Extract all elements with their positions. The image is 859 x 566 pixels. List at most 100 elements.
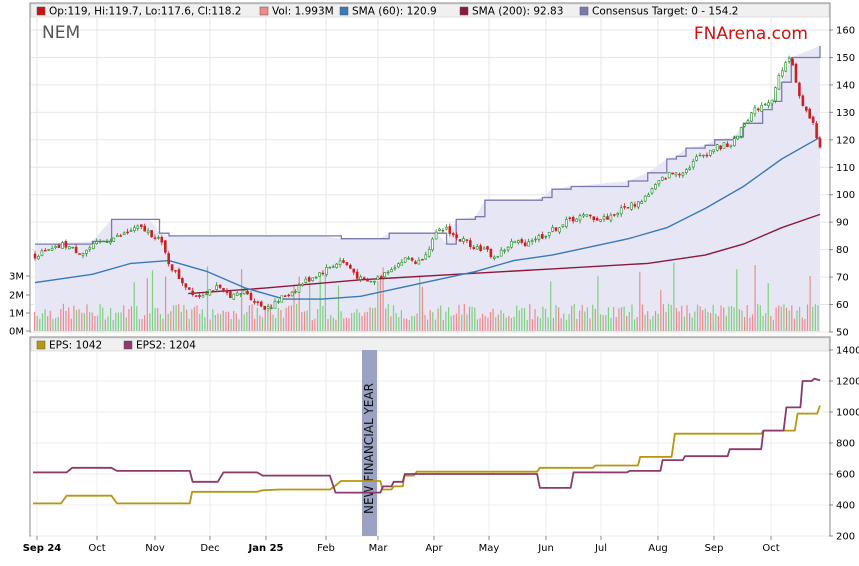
candle-body <box>599 219 602 222</box>
candle-body <box>68 246 71 250</box>
volume-bar <box>584 311 586 331</box>
volume-bar <box>183 305 185 331</box>
candle-body <box>249 293 253 300</box>
brand-label: FNArena.com <box>694 24 808 44</box>
volume-bar <box>356 309 358 331</box>
volume-bar <box>487 317 489 331</box>
candle-body <box>335 263 339 268</box>
volume-bar <box>691 317 693 331</box>
volume-bar <box>225 312 227 331</box>
volume-bar <box>330 315 332 331</box>
candle-body <box>297 285 301 293</box>
volume-bar <box>186 309 188 331</box>
candle-body <box>445 226 448 230</box>
candle-body <box>232 293 236 300</box>
volume-bar <box>175 305 177 331</box>
volume-bar <box>712 304 714 331</box>
candle-body <box>496 256 500 258</box>
volume-bar <box>112 319 114 331</box>
volume-bar <box>812 306 814 331</box>
volume-bar <box>599 314 602 331</box>
volume-bar <box>568 314 570 331</box>
candle-body <box>606 216 609 220</box>
volume-bar <box>408 320 410 331</box>
volume-bar <box>146 278 148 331</box>
volume-bar <box>602 315 604 331</box>
volume-bar <box>151 270 154 331</box>
candle-body <box>547 232 551 236</box>
candle-body <box>702 154 705 157</box>
volume-bar <box>73 305 75 331</box>
eps-panel <box>29 336 831 537</box>
volume-bar <box>505 317 507 331</box>
volume-bar <box>670 304 672 331</box>
volume-bar <box>41 313 44 331</box>
volume-bar <box>631 304 633 331</box>
new-financial-year-label: NEW FINANCIAL YEAR <box>362 383 376 514</box>
volume-bar <box>468 306 471 331</box>
volume-bar <box>165 276 167 331</box>
volume-bar <box>170 311 172 331</box>
volume-bar <box>571 305 573 331</box>
candle-body <box>616 213 620 216</box>
volume-bar <box>343 318 345 331</box>
volume-bar <box>649 319 651 331</box>
eps-legend-bar <box>30 337 830 352</box>
price-tick-label: 150 <box>836 53 855 64</box>
volume-bar <box>440 305 442 331</box>
volume-bar <box>364 312 366 331</box>
volume-bar <box>296 303 298 331</box>
volume-bar <box>311 320 313 331</box>
candle-body <box>780 70 784 77</box>
volume-bar <box>497 314 499 331</box>
volume-bar <box>377 281 379 331</box>
volume-bar <box>91 312 93 331</box>
candle-body <box>352 268 356 273</box>
candle-body <box>475 246 479 250</box>
candle-body <box>92 243 95 250</box>
candle-body <box>85 249 88 254</box>
candle-body <box>609 214 613 221</box>
candle-body <box>355 271 359 279</box>
volume-bar <box>552 318 554 331</box>
legend-label: SMA (60): 120.9 <box>352 6 437 18</box>
candle-body <box>71 246 74 249</box>
volume-bar <box>673 262 675 331</box>
volume-bar <box>319 272 321 331</box>
candle-body <box>619 207 623 215</box>
volume-bar <box>702 310 704 331</box>
candle-body <box>558 227 561 233</box>
volume-bar <box>783 304 785 331</box>
candle-body <box>366 279 369 282</box>
volume-bar <box>770 316 772 331</box>
candle-body <box>47 249 51 251</box>
volume-bar <box>458 304 460 331</box>
candle-body <box>451 233 455 236</box>
candle-body <box>499 249 503 257</box>
volume-bar <box>537 316 539 331</box>
volume-bar <box>424 315 426 331</box>
volume-bar <box>775 307 777 331</box>
volume-bar <box>696 304 699 331</box>
candle-body <box>712 149 716 152</box>
volume-bar <box>162 318 164 331</box>
volume-bar <box>36 316 38 331</box>
volume-bar <box>70 318 72 331</box>
legend-label: EPS: 1042 <box>49 340 102 352</box>
legend-swatch <box>123 340 133 350</box>
volume-bar <box>662 304 664 331</box>
volume-bar <box>772 319 774 331</box>
volume-bar <box>628 312 630 331</box>
volume-bar <box>605 315 607 331</box>
candle-body <box>753 107 757 115</box>
volume-bar <box>293 284 295 331</box>
volume-bar <box>361 315 363 331</box>
volume-bar <box>68 307 70 331</box>
volume-bar <box>657 313 659 331</box>
candle-body <box>462 238 465 242</box>
candle-body <box>571 217 575 222</box>
volume-bar <box>704 308 706 331</box>
volume-bar <box>314 318 316 331</box>
candle-body <box>64 241 68 248</box>
candle-body <box>414 261 417 264</box>
